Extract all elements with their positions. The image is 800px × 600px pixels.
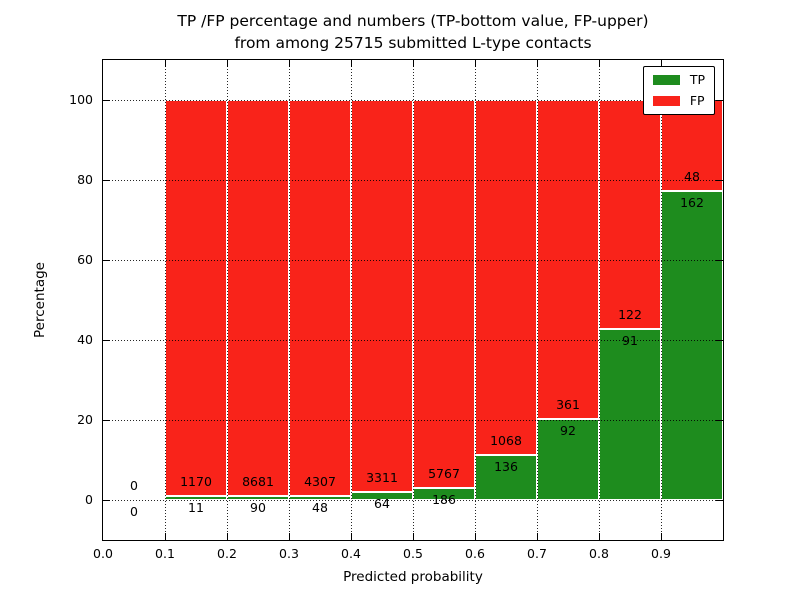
x-tick-label: 0.2 <box>217 546 237 561</box>
legend-label-tp: TP <box>689 72 705 87</box>
fp-bar-segment <box>165 100 227 497</box>
y-tick-mark-left <box>103 180 110 181</box>
x-tick-mark-bottom <box>475 533 476 540</box>
fp-count-label: 3311 <box>366 470 398 486</box>
tp-count-label: 11 <box>188 500 204 516</box>
y-tick-mark-right <box>716 340 723 341</box>
tp-bar-segment <box>537 418 599 500</box>
y-tick-label: 20 <box>77 412 93 427</box>
x-tick-mark-top <box>599 60 600 67</box>
x-tick-label: 0.3 <box>279 546 299 561</box>
x-tick-mark-top <box>537 60 538 67</box>
gridline-vertical <box>599 60 600 540</box>
y-tick-label: 60 <box>77 252 93 267</box>
gridline-vertical <box>165 60 166 540</box>
fp-bar-segment <box>475 100 537 455</box>
x-tick-mark-bottom <box>227 533 228 540</box>
x-tick-mark-top <box>227 60 228 67</box>
fp-count-label: 361 <box>556 396 580 412</box>
fp-bar-segment <box>413 100 475 488</box>
x-tick-mark-bottom <box>413 533 414 540</box>
fp-count-label: 48 <box>684 169 700 185</box>
fp-bar-segment <box>661 100 723 192</box>
tp-count-label: 186 <box>432 491 456 507</box>
fp-count-label: 5767 <box>428 465 460 481</box>
x-axis-label: Predicted probability <box>343 569 483 585</box>
chart-title-line-2: from among 25715 submitted L-type contac… <box>234 34 592 52</box>
gridline-vertical <box>537 60 538 540</box>
tp-count-label: 91 <box>622 333 638 349</box>
x-tick-label: 0.9 <box>651 546 671 561</box>
tp-count-label: 48 <box>312 499 328 515</box>
legend-swatch-tp <box>652 75 680 85</box>
tp-count-label: 90 <box>250 499 266 515</box>
x-tick-mark-bottom <box>661 533 662 540</box>
x-tick-label: 0.4 <box>341 546 361 561</box>
y-tick-label: 40 <box>77 332 93 347</box>
x-tick-mark-bottom <box>351 533 352 540</box>
y-tick-label: 0 <box>85 492 93 507</box>
y-tick-mark-left <box>103 500 110 501</box>
tp-count-label: 162 <box>680 195 704 211</box>
x-tick-mark-bottom <box>165 533 166 540</box>
gridline-vertical <box>661 60 662 540</box>
plot-area: TP FP 0 0 1170 11 8681 90 4307 48 3311 64 5767 186 1… <box>102 59 724 541</box>
fp-count-label: 1170 <box>180 474 212 490</box>
fp-count-label: 8681 <box>242 473 274 489</box>
y-tick-mark-right <box>716 260 723 261</box>
fp-count-label: 0 <box>130 478 138 493</box>
x-tick-mark-bottom <box>289 533 290 540</box>
tp-bar-segment <box>661 191 723 500</box>
legend-swatch-fp <box>652 96 680 106</box>
fp-bar-segment <box>289 100 351 496</box>
y-tick-mark-right <box>716 100 723 101</box>
x-tick-mark-top <box>165 60 166 67</box>
gridline-vertical <box>227 60 228 540</box>
y-tick-mark-right <box>716 500 723 501</box>
gridline-vertical <box>475 60 476 540</box>
y-tick-label: 100 <box>69 92 93 107</box>
x-tick-label: 0.5 <box>403 546 423 561</box>
legend: TP FP <box>642 66 715 115</box>
fp-count-label: 1068 <box>490 432 522 448</box>
tp-count-label: 0 <box>130 504 138 519</box>
legend-entry-fp: FP <box>652 93 705 108</box>
gridline-vertical <box>413 60 414 540</box>
gridline-vertical <box>351 60 352 540</box>
legend-label-fp: FP <box>689 93 705 108</box>
chart-title-line-1: TP /FP percentage and numbers (TP-bottom… <box>177 12 649 30</box>
fp-count-label: 122 <box>618 307 642 323</box>
y-tick-mark-left <box>103 420 110 421</box>
y-axis-label: Percentage <box>32 262 48 338</box>
fp-bar-segment <box>599 100 661 330</box>
x-tick-label: 0.7 <box>527 546 547 561</box>
y-tick-mark-left <box>103 100 110 101</box>
x-tick-mark-top <box>475 60 476 67</box>
gridline-vertical <box>289 60 290 540</box>
x-tick-mark-top <box>661 60 662 67</box>
fp-count-label: 4307 <box>304 473 336 489</box>
x-tick-mark-top <box>413 60 414 67</box>
legend-entry-tp: TP <box>652 72 705 87</box>
y-tick-mark-left <box>103 340 110 341</box>
fp-bar-segment <box>351 100 413 493</box>
x-tick-mark-top <box>351 60 352 67</box>
x-tick-mark-bottom <box>537 533 538 540</box>
tp-count-label: 64 <box>374 496 390 512</box>
y-tick-label: 80 <box>77 172 93 187</box>
x-tick-mark-top <box>289 60 290 67</box>
y-tick-mark-right <box>716 180 723 181</box>
x-tick-label: 0.0 <box>93 546 113 561</box>
x-tick-label: 0.8 <box>589 546 609 561</box>
tp-count-label: 136 <box>494 458 518 474</box>
y-tick-mark-right <box>716 420 723 421</box>
y-tick-mark-left <box>103 260 110 261</box>
x-tick-label: 0.1 <box>155 546 175 561</box>
fp-bar-segment <box>227 100 289 496</box>
tp-count-label: 92 <box>560 422 576 438</box>
tp-bar-segment <box>599 329 661 500</box>
x-tick-label: 0.6 <box>465 546 485 561</box>
x-tick-mark-bottom <box>599 533 600 540</box>
